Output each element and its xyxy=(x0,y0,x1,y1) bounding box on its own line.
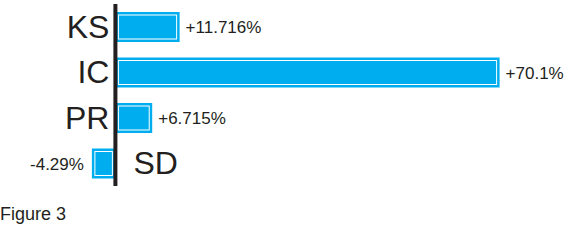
html-text:Figure 3: Figure 3 xyxy=(0,204,66,224)
svg-text:+6.715%: +6.715% xyxy=(158,109,226,128)
svg-text:SD: SD xyxy=(133,145,177,181)
svg-text:PR: PR xyxy=(65,100,109,136)
svg-text:+11.716%: +11.716% xyxy=(186,18,262,37)
svg-text:IC: IC xyxy=(77,54,109,90)
svg-text:-4.29%: -4.29% xyxy=(30,155,84,174)
svg-text:KS: KS xyxy=(67,9,110,45)
svg-text:+70.1%: +70.1% xyxy=(506,64,564,83)
